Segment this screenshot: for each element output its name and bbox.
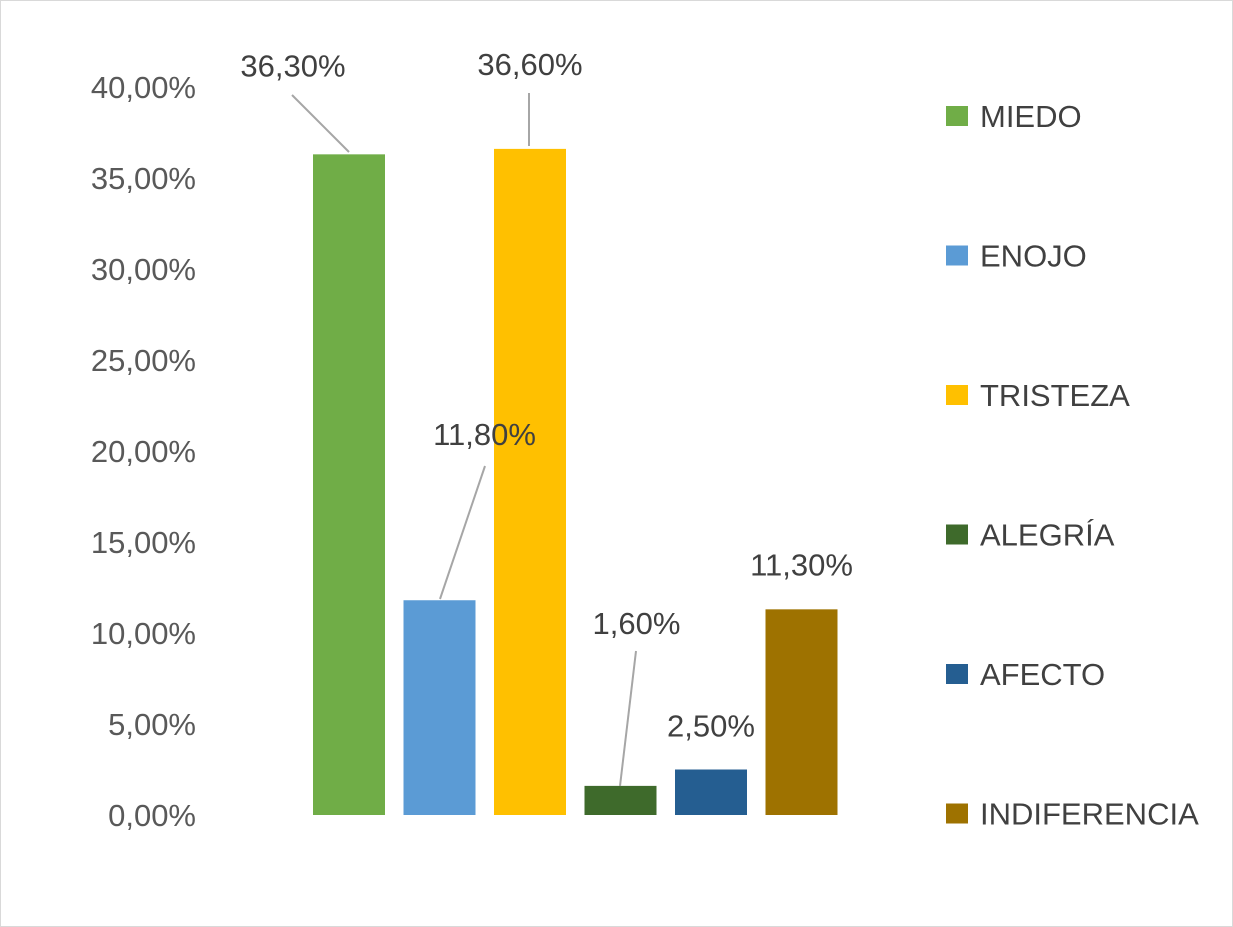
legend-swatch [946,106,968,126]
data-labels: 36,30% 11,80% 36,60% 1,60% 2,50% 11,30% [240,47,852,744]
legend-item: AFECTO [946,657,1105,692]
legend-item: INDIFERENCIA [946,797,1199,832]
y-tick-label: 10,00% [91,616,196,651]
legend-label: MIEDO [980,99,1082,134]
data-label: 11,80% [433,417,536,452]
y-tick-label: 25,00% [91,343,196,378]
data-label: 11,30% [750,547,853,582]
y-tick-label: 15,00% [91,525,196,560]
legend-label: AFECTO [980,657,1105,692]
y-tick-label: 0,00% [108,798,196,833]
data-label: 36,60% [477,47,582,82]
leader-lines [291,93,637,787]
y-tick-label: 30,00% [91,252,196,287]
legend-item: ENOJO [946,239,1087,274]
bar-enojo [403,600,476,815]
leader-line [439,465,486,600]
legend-swatch [946,803,968,824]
data-label: 36,30% [240,48,345,83]
bar-alegría [584,785,657,815]
bar-tristeza [494,148,566,815]
legend-item: ALEGRÍA [946,518,1115,553]
legend-swatch [946,385,968,405]
bar-miedo [313,154,385,816]
legend: MIEDO ENOJO TRISTEZA ALEGRÍA AFECTO INDIFEREN… [946,99,1199,832]
bar-afecto [675,769,747,815]
y-axis: 0,00% 5,00% 10,00% 15,00% 20,00% 25,00% 30,00%… [91,70,196,833]
y-tick-label: 40,00% [91,70,196,105]
legend-item: TRISTEZA [946,378,1130,413]
bars [313,148,838,816]
legend-swatch [946,524,968,545]
legend-label: ALEGRÍA [980,518,1115,553]
y-tick-label: 5,00% [108,707,196,742]
bar-indiferencia [765,609,838,815]
legend-item: MIEDO [946,99,1082,134]
y-tick-label: 20,00% [91,434,196,469]
leader-line [619,650,637,787]
legend-label: TRISTEZA [980,378,1130,413]
data-label: 2,50% [667,709,755,744]
data-label: 1,60% [593,606,681,641]
leader-line [291,94,350,153]
legend-swatch [946,664,968,684]
legend-label: ENOJO [980,239,1087,274]
y-tick-label: 35,00% [91,161,196,196]
legend-label: INDIFERENCIA [980,797,1199,832]
legend-swatch [946,245,968,266]
